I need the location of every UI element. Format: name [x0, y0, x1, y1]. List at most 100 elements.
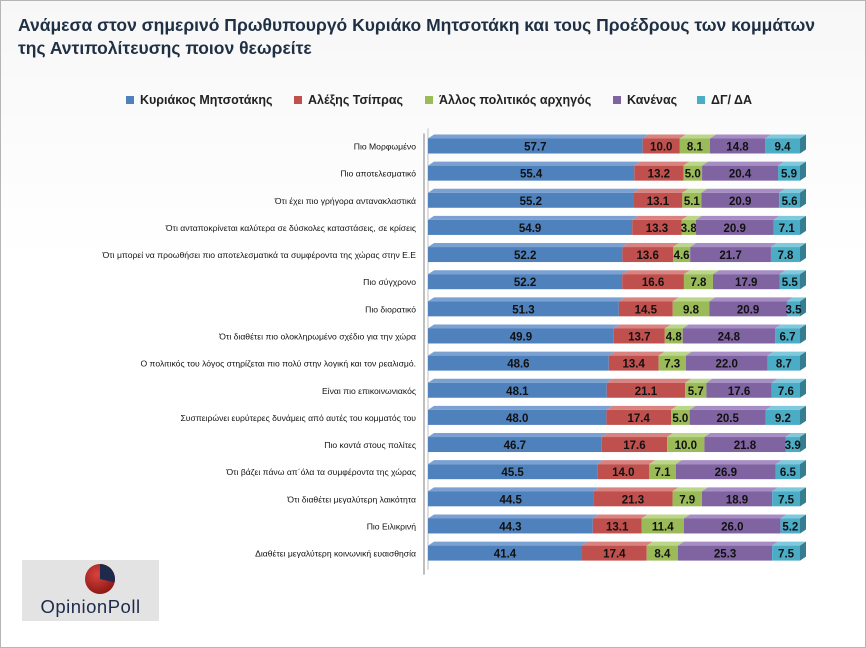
- bar-segment: [772, 487, 806, 507]
- bar-front-face: [597, 464, 650, 480]
- data-label: 18.9: [726, 494, 748, 506]
- bar-top-face: [681, 215, 702, 220]
- bar-top-face: [677, 541, 779, 546]
- bar-top-face: [428, 161, 641, 166]
- legend-item: ΔΓ/ ΔΑ: [697, 91, 752, 109]
- data-label: 52.2: [514, 250, 536, 262]
- bar-front-face: [428, 545, 583, 561]
- bar-top-face: [613, 324, 671, 329]
- bar-top-face: [428, 134, 649, 139]
- category-label: Συσπειρώνει ευρύτερες δυνάμεις από αυτές…: [181, 413, 417, 423]
- bar-top-face: [765, 405, 806, 410]
- bar-segment: [613, 324, 671, 344]
- bar-segment: [428, 270, 629, 290]
- bar-top-face: [685, 378, 713, 383]
- bar-segment: [672, 297, 716, 317]
- category-label: Είναι πιο επικοινωνιακός: [322, 386, 416, 396]
- data-label: 5.7: [688, 386, 704, 398]
- data-label: 22.0: [716, 359, 738, 371]
- bar-top-face: [767, 351, 806, 356]
- bar-top-face: [608, 351, 665, 356]
- data-label: 13.7: [628, 331, 650, 343]
- category-label: Πιο Μορφωμένο: [354, 142, 416, 152]
- bar-segment: [428, 134, 649, 154]
- bar-front-face: [681, 219, 696, 235]
- bar-front-face: [428, 165, 635, 181]
- data-label: 13.1: [606, 521, 629, 533]
- bar-front-face: [690, 247, 771, 263]
- data-label: 14.0: [612, 467, 634, 479]
- legend-item: Αλέξης Τσίπρας: [294, 91, 403, 109]
- data-label: 16.6: [642, 277, 664, 289]
- bar-front-face: [775, 328, 800, 344]
- bar-top-face: [701, 188, 786, 193]
- bar-top-face: [704, 433, 792, 438]
- data-label: 5.0: [685, 169, 701, 181]
- bar-side-face: [800, 433, 806, 453]
- bar-top-face: [673, 243, 697, 248]
- bar-top-face: [712, 270, 786, 275]
- bar-side-face: [800, 405, 806, 425]
- bar-segment: [622, 243, 680, 263]
- bar-top-face: [771, 378, 806, 383]
- bar-front-face: [672, 491, 702, 507]
- bar-front-face: [706, 382, 772, 398]
- bar-segment: [641, 514, 690, 534]
- data-label: 57.7: [524, 142, 546, 154]
- bar-top-face: [622, 243, 680, 248]
- category-label: Πιο διορατικό: [365, 304, 416, 314]
- bar-front-face: [618, 301, 673, 317]
- bar-top-face: [649, 460, 682, 465]
- bar-segment: [772, 541, 806, 561]
- bar-front-face: [702, 165, 779, 181]
- bar-top-face: [428, 460, 604, 465]
- bar-front-face: [772, 491, 800, 507]
- bar-segment: [765, 405, 806, 425]
- bar-top-face: [593, 487, 679, 492]
- bar-front-face: [775, 464, 800, 480]
- category-label: Ο πολιτικός του λόγος στηρίζεται πιο πολ…: [140, 359, 416, 369]
- bar-front-face: [428, 464, 598, 480]
- bar-front-face: [428, 328, 614, 344]
- bar-front-face: [709, 301, 787, 317]
- bar-segment: [709, 134, 772, 154]
- data-label: 17.6: [728, 386, 750, 398]
- data-label: 48.6: [507, 359, 529, 371]
- bar-top-face: [682, 188, 708, 193]
- bar-front-face: [770, 247, 800, 263]
- bar-segment: [428, 541, 589, 561]
- bar-segment: [767, 351, 806, 371]
- data-label: 5.0: [672, 413, 688, 425]
- legend-swatch: [425, 96, 433, 104]
- bar-segment: [685, 351, 774, 371]
- bar-top-face: [667, 433, 711, 438]
- bar-segment: [428, 188, 640, 208]
- data-label: 17.6: [623, 440, 645, 452]
- plot-axis: [423, 128, 429, 575]
- bar-front-face: [779, 192, 800, 208]
- category-label: Ότι διαθέτει πιο ολοκληρωμένο σχέδιο για…: [218, 331, 416, 341]
- data-label: 17.9: [735, 277, 757, 289]
- legend-item: Κανένας: [613, 91, 677, 109]
- bar-segment: [682, 188, 708, 208]
- bar-top-face: [671, 405, 696, 410]
- bar-segment: [706, 378, 778, 398]
- bar-top-face: [632, 215, 688, 220]
- bar-top-face: [706, 378, 778, 383]
- bar-front-face: [772, 545, 800, 561]
- data-label: 7.9: [679, 494, 695, 506]
- bar-front-face: [667, 437, 705, 453]
- bar-front-face: [677, 545, 773, 561]
- bar-front-face: [773, 219, 800, 235]
- bar-segment: [683, 270, 719, 290]
- bar-segment: [642, 134, 686, 154]
- bar-segment: [649, 460, 682, 480]
- bar-side-face: [800, 460, 806, 480]
- bar-segment: [618, 297, 679, 317]
- data-label: 13.3: [646, 223, 668, 235]
- bar-front-face: [633, 192, 683, 208]
- bar-front-face: [632, 219, 682, 235]
- bar-side-face: [800, 161, 806, 181]
- bar-top-face: [689, 405, 772, 410]
- bar-top-face: [690, 243, 777, 248]
